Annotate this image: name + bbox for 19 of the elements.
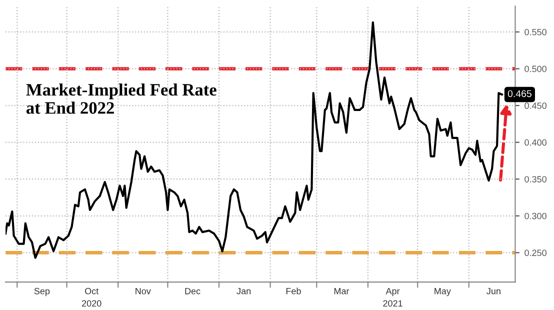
y-tick-label: 0.250 — [524, 250, 546, 256]
x-tick-label: Nov — [136, 288, 151, 294]
y-tick-label: 0.550 — [524, 28, 546, 36]
x-tick-label: Apr 2021 — [383, 288, 402, 307]
x-tick-label: Mar — [334, 288, 350, 294]
x-tick-label: Oct 2020 — [82, 288, 102, 307]
text: Market-Implied Fed Rate at End 2022 — [26, 83, 216, 114]
y-tick-label: 0.300 — [524, 212, 546, 220]
y-tick-label: 0.450 — [524, 102, 546, 109]
y-tick-label: 0.400 — [524, 139, 546, 146]
x-tick-label: May — [434, 288, 451, 296]
y-tick-label: 0.350 — [524, 176, 546, 182]
x-tick-label: Sep — [34, 288, 50, 296]
x-tick-label: Jun — [486, 288, 500, 294]
y-tick-label: 0.500 — [524, 66, 546, 72]
x-tick-label: Feb — [286, 288, 301, 294]
x-tick-label: Jan — [236, 288, 251, 294]
x-tick-label: Dec — [185, 288, 200, 294]
data-label: 0.465 — [508, 90, 532, 98]
